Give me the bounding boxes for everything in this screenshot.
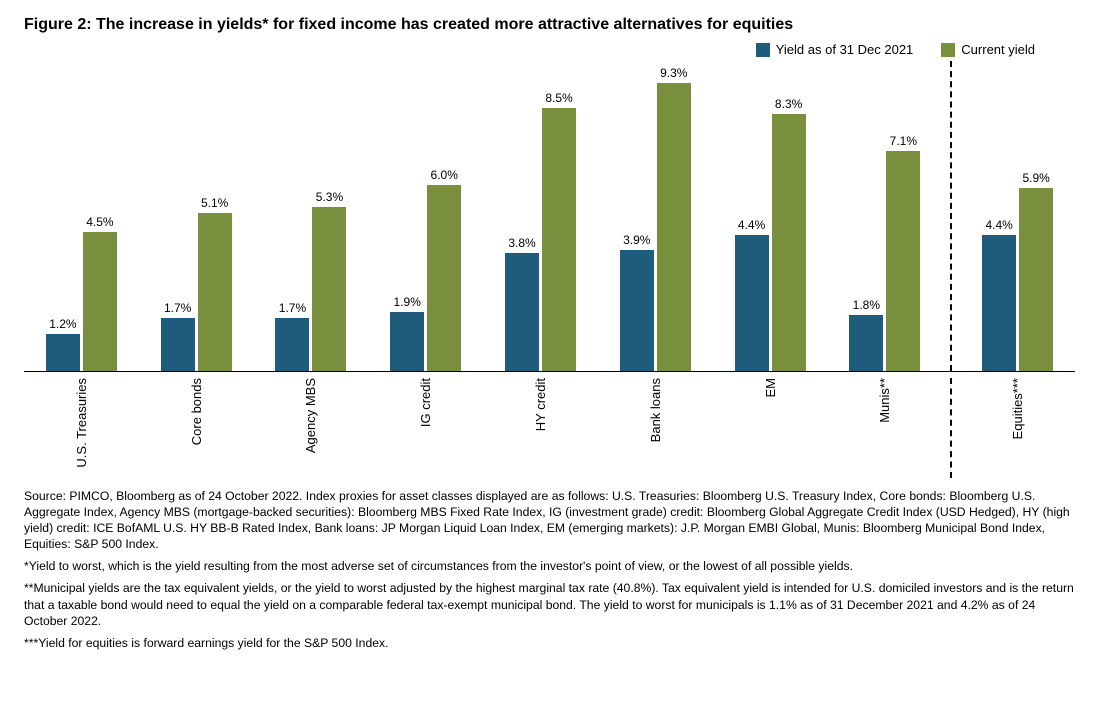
bar-rect: [982, 235, 1016, 371]
legend-item-series-b: Current yield: [941, 42, 1035, 57]
x-axis-label-cell: IG credit: [368, 378, 483, 478]
bar-value-label: 4.4%: [738, 218, 765, 232]
x-axis-label-cell: EM: [713, 378, 828, 478]
bar-series-b: 5.1%: [198, 61, 232, 371]
bar-series-b: 5.3%: [312, 61, 346, 371]
bar-value-label: 3.9%: [623, 233, 650, 247]
figure-container: Figure 2: The increase in yields* for fi…: [0, 0, 1099, 723]
bar-rect: [735, 235, 769, 371]
x-axis-divider: [950, 378, 952, 478]
x-axis-label: Equities***: [1010, 378, 1025, 439]
bar-rect: [198, 213, 232, 371]
footnote-asterisk3: ***Yield for equities is forward earning…: [24, 635, 1075, 651]
bar-value-label: 1.2%: [49, 317, 76, 331]
bar-rect: [390, 312, 424, 371]
legend-swatch-b: [941, 43, 955, 57]
bar-rect: [542, 108, 576, 372]
bar-rect: [1019, 188, 1053, 371]
bar-series-b: 5.9%: [1019, 61, 1053, 371]
bar-series-a: 1.8%: [849, 61, 883, 371]
bar-series-a: 3.8%: [505, 61, 539, 371]
bar-value-label: 5.3%: [316, 190, 343, 204]
x-axis-labels: U.S. Treasuries Core bonds Agency MBS IG cr…: [24, 378, 1075, 478]
figure-title: Figure 2: The increase in yields* for fi…: [24, 16, 1075, 34]
x-axis-label-cell: Munis**: [827, 378, 942, 478]
bar-series-a: 1.9%: [390, 61, 424, 371]
chart-footnotes: Source: PIMCO, Bloomberg as of 24 Octobe…: [24, 488, 1075, 651]
bar-rect: [161, 318, 195, 371]
bar-rect: [620, 250, 654, 371]
bar-series-b: 9.3%: [657, 61, 691, 371]
bar-series-a: 1.7%: [161, 61, 195, 371]
bar-series-b: 6.0%: [427, 61, 461, 371]
x-axis-label: U.S. Treasuries: [74, 378, 89, 468]
bar-series-b: 8.3%: [772, 61, 806, 371]
x-axis-label: EM: [763, 378, 778, 398]
bar-rect: [46, 334, 80, 371]
bar-group: 1.7% 5.1%: [139, 61, 254, 371]
bar-value-label: 5.9%: [1022, 171, 1049, 185]
bar-value-label: 1.8%: [853, 298, 880, 312]
bar-rect: [657, 83, 691, 371]
bar-rect: [83, 232, 117, 372]
bar-series-a: 4.4%: [735, 61, 769, 371]
bar-series-a: 1.2%: [46, 61, 80, 371]
bar-value-label: 3.8%: [508, 236, 535, 250]
bar-value-label: 4.5%: [86, 215, 113, 229]
bar-value-label: 8.5%: [545, 91, 572, 105]
bar-rect: [886, 151, 920, 371]
x-axis-label: Munis**: [877, 378, 892, 423]
chart-plot-area: 1.2% 4.5% 1.7% 5.1% 1.7% 5.3% 1.9% 6.0% 3.8% 8.5%…: [24, 61, 1075, 372]
x-axis-label-cell: Bank loans: [598, 378, 713, 478]
bar-rect: [275, 318, 309, 371]
x-axis-label: Agency MBS: [303, 378, 318, 453]
bar-value-label: 7.1%: [890, 134, 917, 148]
bar-value-label: 9.3%: [660, 66, 687, 80]
bar-rect: [427, 185, 461, 371]
x-axis-label: Core bonds: [189, 378, 204, 445]
x-axis-label: IG credit: [418, 378, 433, 427]
x-axis-label: HY credit: [533, 378, 548, 431]
bar-group: 1.8% 7.1%: [827, 61, 942, 371]
legend-item-series-a: Yield as of 31 Dec 2021: [756, 42, 914, 57]
bar-group: 1.7% 5.3%: [254, 61, 369, 371]
bar-group: 3.9% 9.3%: [598, 61, 713, 371]
bar-series-b: 8.5%: [542, 61, 576, 371]
bar-series-b: 4.5%: [83, 61, 117, 371]
bar-group: 4.4% 5.9%: [960, 61, 1075, 371]
bar-value-label: 1.9%: [394, 295, 421, 309]
bar-value-label: 5.1%: [201, 196, 228, 210]
bar-rect: [772, 114, 806, 371]
bar-value-label: 8.3%: [775, 97, 802, 111]
x-axis-label-cell: Core bonds: [139, 378, 254, 478]
bar-group: 1.2% 4.5%: [24, 61, 139, 371]
legend-swatch-a: [756, 43, 770, 57]
chart-divider: [950, 61, 952, 371]
x-axis-label-cell: Equities***: [960, 378, 1075, 478]
bar-value-label: 6.0%: [431, 168, 458, 182]
bar-series-a: 1.7%: [275, 61, 309, 371]
x-axis-label: Bank loans: [648, 378, 663, 442]
footnote-asterisk2: **Municipal yields are the tax equivalen…: [24, 580, 1075, 628]
legend-label-a: Yield as of 31 Dec 2021: [776, 42, 914, 57]
bar-value-label: 4.4%: [985, 218, 1012, 232]
legend-label-b: Current yield: [961, 42, 1035, 57]
bar-group: 4.4% 8.3%: [713, 61, 828, 371]
bar-rect: [505, 253, 539, 371]
bar-series-a: 4.4%: [982, 61, 1016, 371]
bar-rect: [849, 315, 883, 371]
bar-rect: [312, 207, 346, 371]
bar-series-a: 3.9%: [620, 61, 654, 371]
chart-legend: Yield as of 31 Dec 2021 Current yield: [24, 42, 1075, 57]
x-axis-label-cell: HY credit: [483, 378, 598, 478]
x-axis-label-cell: Agency MBS: [254, 378, 369, 478]
bar-value-label: 1.7%: [279, 301, 306, 315]
x-axis-label-cell: U.S. Treasuries: [24, 378, 139, 478]
footnote-source: Source: PIMCO, Bloomberg as of 24 Octobe…: [24, 488, 1075, 552]
bar-value-label: 1.7%: [164, 301, 191, 315]
footnote-asterisk1: *Yield to worst, which is the yield resu…: [24, 558, 1075, 574]
bar-group: 3.8% 8.5%: [483, 61, 598, 371]
bar-series-b: 7.1%: [886, 61, 920, 371]
bar-group: 1.9% 6.0%: [368, 61, 483, 371]
